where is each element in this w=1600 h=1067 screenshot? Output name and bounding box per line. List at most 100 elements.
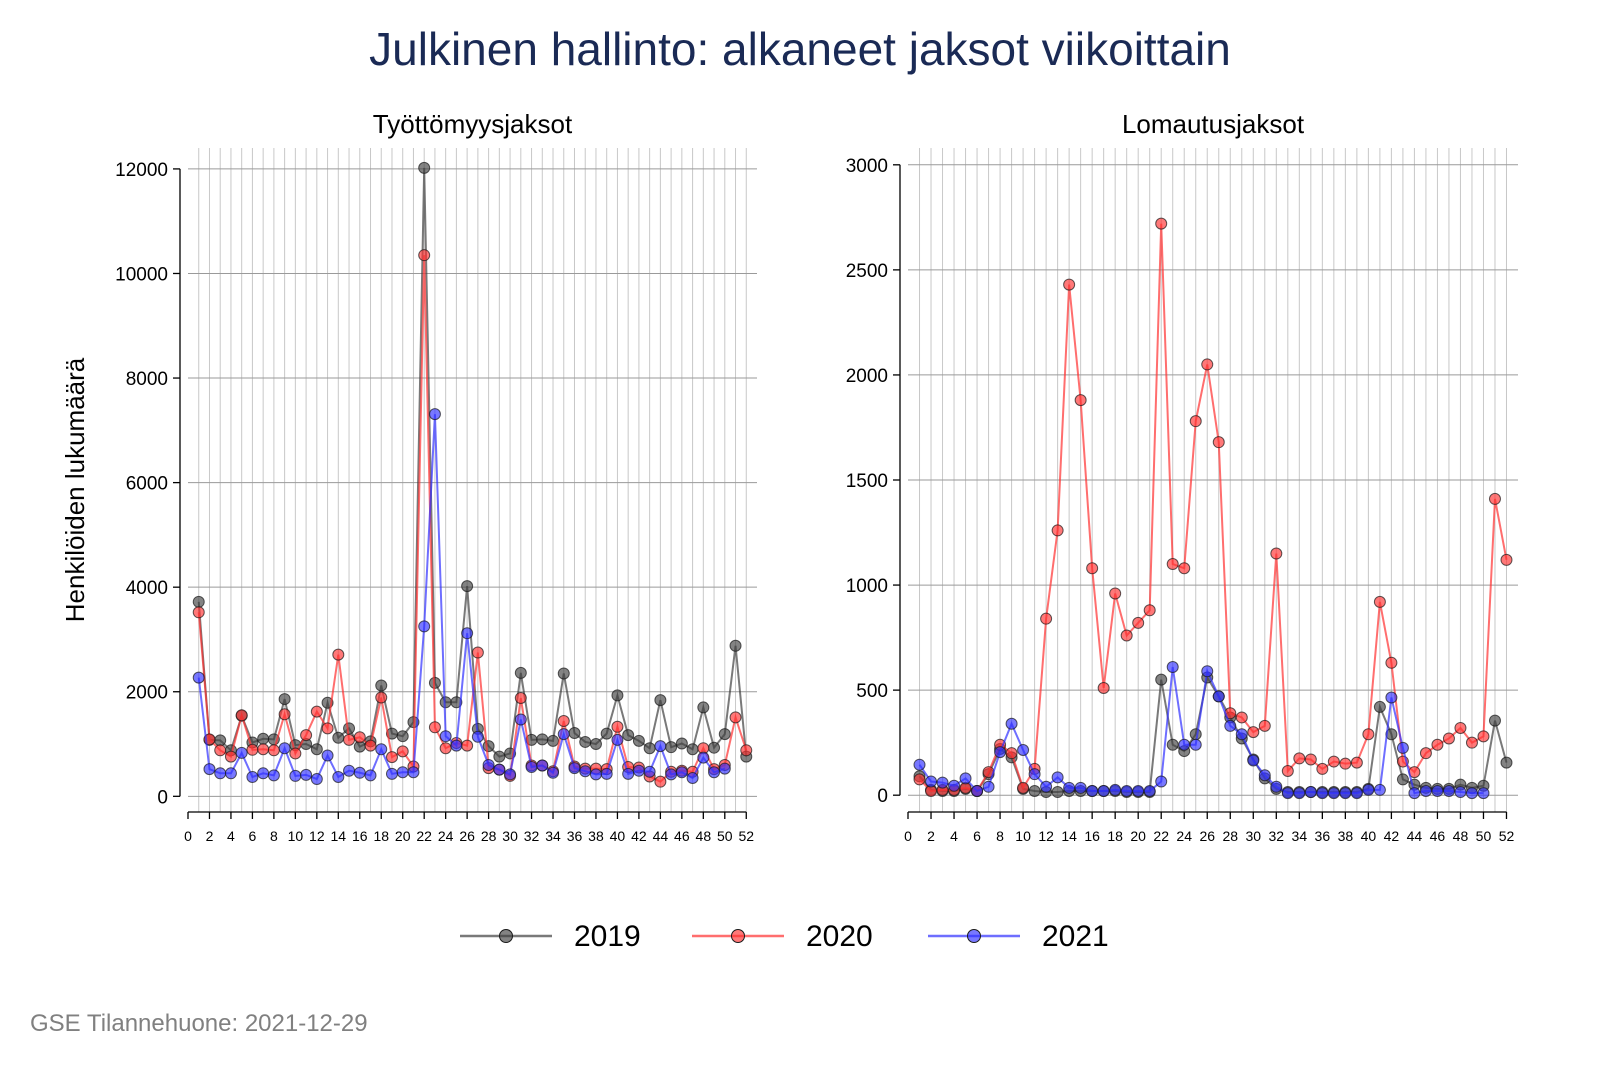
data-point-2020 (1017, 781, 1030, 794)
x-tick-label: 20 (1130, 828, 1146, 844)
data-point-2020 (257, 743, 270, 756)
data-point-2021 (568, 762, 581, 775)
data-point-2021 (343, 764, 356, 777)
x-tick-label: 34 (545, 828, 561, 844)
data-point-2021 (1419, 784, 1432, 797)
data-point-2019 (665, 741, 678, 754)
data-point-2020 (1293, 752, 1306, 765)
data-point-2021 (1224, 719, 1237, 732)
x-tick-label: 0 (904, 828, 912, 844)
x-tick-label: 6 (973, 828, 981, 844)
x-tick-label: 18 (1107, 828, 1123, 844)
data-point-2021 (1235, 728, 1248, 741)
data-point-2019 (214, 734, 227, 747)
data-point-2021 (632, 764, 645, 777)
legend-marker (499, 929, 513, 943)
data-point-2020 (1488, 492, 1501, 505)
data-point-2021 (1074, 781, 1087, 794)
data-point-2021 (504, 768, 517, 781)
data-point-2020 (321, 722, 334, 735)
y-tick-label: 6000 (126, 474, 168, 495)
x-tick-label: 44 (1407, 828, 1423, 844)
data-point-2021 (994, 746, 1007, 759)
x-tick-label: 46 (674, 828, 690, 844)
data-point-2020 (1005, 747, 1018, 760)
data-point-2021 (1178, 738, 1191, 751)
x-tick-label: 52 (1499, 828, 1515, 844)
legend-marker (731, 929, 745, 943)
x-tick-label: 8 (996, 828, 1004, 844)
data-point-2021 (547, 766, 560, 779)
data-point-2020 (278, 708, 291, 721)
x-tick-label: 30 (502, 828, 518, 844)
x-tick-label: 48 (696, 828, 712, 844)
data-point-2021 (1212, 690, 1225, 703)
x-tick-label: 50 (717, 828, 733, 844)
data-point-2021 (589, 768, 602, 781)
data-point-2021 (375, 743, 388, 756)
series-line-2021 (918, 666, 1484, 795)
data-point-2021 (235, 746, 248, 759)
data-point-2019 (611, 689, 624, 702)
data-point-2021 (278, 742, 291, 755)
data-point-2021 (1155, 775, 1168, 788)
data-point-2021 (579, 765, 592, 778)
data-point-2020 (1304, 753, 1317, 766)
data-point-2021 (1327, 787, 1340, 800)
x-tick-label: 30 (1245, 828, 1261, 844)
data-point-2019 (375, 679, 388, 692)
data-point-2019 (418, 161, 431, 174)
data-point-2021 (407, 766, 420, 779)
data-point-2021 (385, 767, 398, 780)
data-point-2019 (192, 595, 205, 608)
legend-item-2020: 2020 (692, 920, 873, 953)
data-point-2021 (1086, 784, 1099, 797)
data-point-2020 (740, 744, 753, 757)
data-point-2021 (1040, 780, 1053, 793)
y-axis-label: Henkilöiden lukumäärä (60, 357, 90, 622)
data-point-2021 (1350, 787, 1363, 800)
data-point-2020 (1109, 587, 1122, 600)
data-point-2020 (353, 731, 366, 744)
data-point-2021 (654, 740, 667, 753)
data-point-2020 (1419, 747, 1432, 760)
x-tick-label: 36 (567, 828, 583, 844)
data-point-2020 (1235, 711, 1248, 724)
x-tick-label: 50 (1476, 828, 1492, 844)
data-point-2020 (1074, 394, 1087, 407)
x-tick-label: 44 (653, 828, 669, 844)
data-point-2021 (482, 758, 495, 771)
data-point-2021 (1109, 783, 1122, 796)
x-tick-label: 12 (1038, 828, 1054, 844)
x-tick-label: 24 (1176, 828, 1192, 844)
data-point-2020 (289, 747, 302, 760)
data-point-2020 (1258, 719, 1271, 732)
data-point-2020 (1086, 562, 1099, 575)
data-point-2020 (1465, 736, 1478, 749)
data-point-2021 (959, 772, 972, 785)
data-point-2020 (1063, 278, 1076, 291)
legend-item-2021: 2021 (928, 920, 1109, 953)
data-point-2021 (1051, 771, 1064, 784)
data-point-2021 (321, 749, 334, 762)
data-point-2020 (1385, 656, 1398, 669)
data-point-2020 (418, 249, 431, 262)
data-point-2021 (708, 766, 721, 779)
data-point-2021 (1304, 786, 1317, 799)
data-point-2019 (257, 732, 270, 745)
data-point-2021 (1442, 784, 1455, 797)
data-point-2019 (482, 740, 495, 753)
data-point-2021 (1281, 787, 1294, 800)
data-point-2021 (1385, 691, 1398, 704)
data-point-2020 (514, 692, 527, 705)
data-point-2019 (589, 738, 602, 751)
x-tick-label: 32 (1269, 828, 1285, 844)
y-tick-label: 4000 (126, 578, 168, 599)
data-point-2020 (1500, 553, 1513, 566)
x-tick-label: 22 (416, 828, 432, 844)
data-point-2021 (364, 769, 377, 782)
data-point-2020 (375, 691, 388, 704)
data-point-2020 (224, 750, 237, 763)
data-point-2020 (654, 775, 667, 788)
